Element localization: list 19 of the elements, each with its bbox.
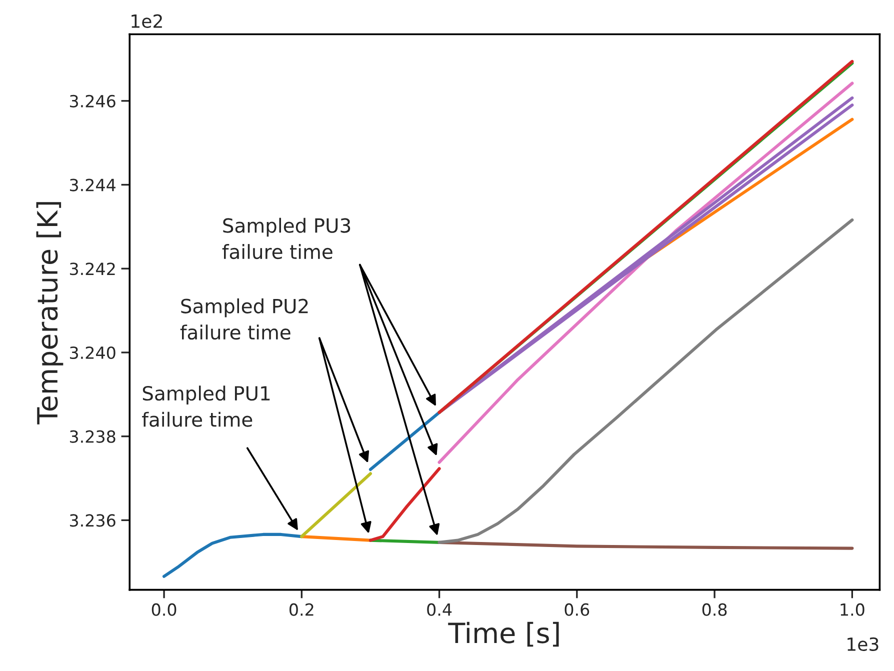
y-tick-label: 3.238 <box>70 430 116 443</box>
y-tick-label: 3.240 <box>70 346 116 360</box>
y-tick-label: 3.236 <box>70 514 116 527</box>
x-tick-label: 0.2 <box>290 603 314 616</box>
x-tick-label: 0.6 <box>564 603 590 616</box>
text: 1e2 <box>132 14 162 28</box>
annotation: Sampled PU1 failure time <box>142 386 270 427</box>
x-tick-label: 0.0 <box>152 603 176 616</box>
x-axis-title: Time [s] <box>448 622 559 647</box>
y-tick-label: 3.242 <box>70 262 115 276</box>
y-axis-title: Temperature [K] <box>36 202 64 424</box>
text: 1e3 <box>848 637 878 652</box>
x-tick-label: 0.8 <box>702 603 727 616</box>
x-tick-label: 0.4 <box>427 603 452 616</box>
y-tick-label: 3.244 <box>70 178 116 192</box>
y-tick-label: 3.246 <box>70 94 116 108</box>
annotation: Sampled PU2 failure time <box>180 298 308 340</box>
annotation: Sampled PU3 failure time <box>222 218 350 260</box>
x-tick-label: 1.0 <box>840 603 864 616</box>
